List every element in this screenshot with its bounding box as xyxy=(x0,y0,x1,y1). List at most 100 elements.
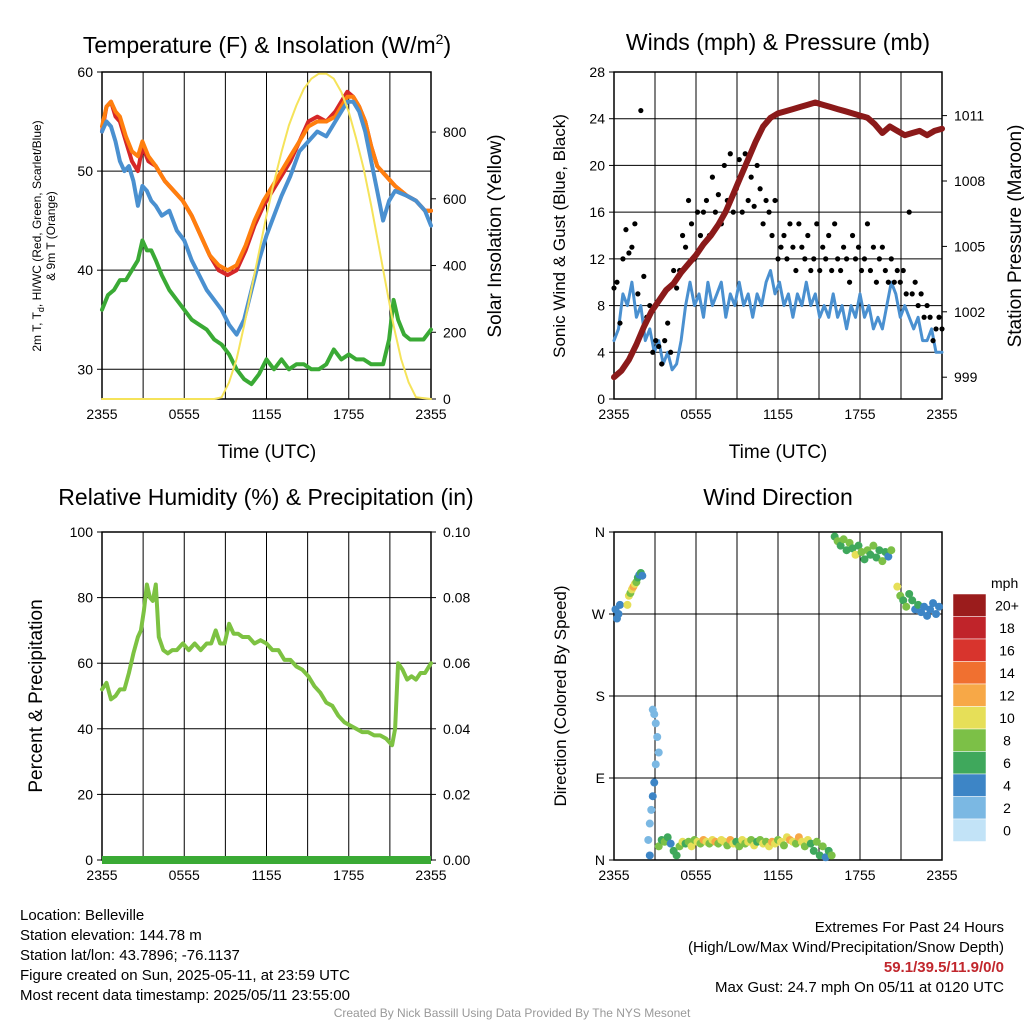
legend-label: 20+ xyxy=(995,597,1019,613)
direction-point xyxy=(818,842,827,851)
legend-swatch xyxy=(952,638,987,662)
direction-point xyxy=(908,596,917,605)
direction-point xyxy=(650,778,659,787)
direction-point xyxy=(623,600,632,609)
credit-text: Created By Nick Bassill Using Data Provi… xyxy=(333,1006,691,1020)
gust-point xyxy=(790,244,796,250)
dewpoint-series xyxy=(100,238,433,387)
direction-point xyxy=(779,841,788,850)
legend-label: 6 xyxy=(1003,755,1011,771)
gust-point xyxy=(829,267,835,274)
gust-point xyxy=(629,244,635,250)
gust-point xyxy=(811,256,817,262)
legend-swatch xyxy=(952,593,987,617)
temperature-x-label: Time (UTC) xyxy=(218,442,317,463)
y-tick-label: 0 xyxy=(85,852,93,868)
x-tick-label: 1155 xyxy=(251,406,281,422)
direction-point xyxy=(932,610,941,618)
gust-point xyxy=(921,314,927,320)
x-tick-label: 2355 xyxy=(86,867,117,883)
gust-point xyxy=(903,291,909,297)
direction-point xyxy=(800,842,809,851)
legend-swatch xyxy=(952,796,987,820)
gust-point xyxy=(656,343,662,350)
extremes-info: Extremes For Past 24 Hours (High/Low/Max… xyxy=(688,918,1004,998)
x-tick-label: 2355 xyxy=(926,867,957,883)
gust-point xyxy=(763,197,769,204)
gust-point xyxy=(900,267,906,274)
y-tick-label: 24 xyxy=(589,111,605,127)
humidity-title: Relative Humidity (%) & Precipitation (i… xyxy=(58,484,473,510)
direction-point xyxy=(654,748,663,757)
y2-tick-label: 200 xyxy=(443,324,467,340)
legend-label: 14 xyxy=(999,665,1015,681)
y2-tick-label: 0 xyxy=(443,391,451,407)
x-tick-label: 1755 xyxy=(844,406,875,422)
direction-point xyxy=(644,835,653,844)
gust-point xyxy=(852,256,859,262)
direction-point xyxy=(650,710,659,719)
gust-point xyxy=(766,209,772,215)
temp-9m-series xyxy=(100,94,433,273)
gust-point xyxy=(659,361,665,367)
legend-swatch xyxy=(952,616,987,640)
x-tick-label: 2355 xyxy=(598,867,629,883)
gust-point xyxy=(841,244,847,250)
direction-point xyxy=(809,846,818,855)
legend-swatch xyxy=(952,706,987,730)
extremes-values: 59.1/39.5/11.9/0/0 xyxy=(883,959,1004,976)
direction-legend-title: mph xyxy=(991,575,1018,591)
gust-point xyxy=(909,291,915,297)
gust-point xyxy=(873,279,880,285)
gust-point xyxy=(787,221,793,227)
gust-point xyxy=(912,279,918,285)
y-tick-label: 80 xyxy=(77,590,93,606)
y-tick-label: N xyxy=(595,852,605,868)
extremes-subtitle: (High/Low/Max Wind/Precipitation/Snow De… xyxy=(688,939,1004,956)
gust-point xyxy=(906,209,912,215)
gust-point xyxy=(894,267,900,274)
gust-point xyxy=(632,221,638,227)
y-tick-label: E xyxy=(596,770,605,786)
gust-point xyxy=(700,209,707,215)
direction-point xyxy=(615,600,624,609)
direction-point xyxy=(836,541,845,550)
y2-tick-label: 999 xyxy=(954,369,978,385)
direction-point xyxy=(929,599,938,608)
gust-point xyxy=(626,250,632,256)
gust-point xyxy=(835,256,841,262)
x-tick-label: 0555 xyxy=(680,867,711,883)
gust-point xyxy=(674,285,680,291)
y-tick-label: 0 xyxy=(597,391,605,407)
y2-tick-label: 0.10 xyxy=(443,524,470,540)
y-tick-label: 8 xyxy=(597,298,605,314)
gust-point xyxy=(614,279,620,285)
gust-point xyxy=(715,192,721,198)
y-tick-label: 60 xyxy=(77,655,93,671)
direction-point xyxy=(645,851,654,860)
plot-frame xyxy=(613,71,943,400)
y-tick-label: S xyxy=(596,688,605,704)
gust-point xyxy=(936,314,942,320)
direction-point xyxy=(651,760,660,769)
direction-y-label: Direction (Colored By Speed) xyxy=(551,585,570,806)
direction-point xyxy=(935,602,944,611)
legend-swatch xyxy=(952,773,987,797)
direction-point xyxy=(878,557,887,566)
direction-point xyxy=(638,571,647,580)
gust-point xyxy=(685,197,692,204)
gust-point xyxy=(817,267,823,274)
insolation-series xyxy=(101,72,432,400)
direction-point xyxy=(905,589,914,598)
temperature-title: Temperature (F) & Insolation (W/m2) xyxy=(83,31,451,58)
y-tick-label: 16 xyxy=(589,204,605,220)
gust-point xyxy=(882,267,888,274)
y2-tick-label: 400 xyxy=(443,258,467,274)
gust-point xyxy=(623,227,629,233)
gust-point xyxy=(697,232,704,239)
direction-point xyxy=(827,851,836,860)
panel-0: 2355 0555 1155 1755 235530405060020040060080… xyxy=(77,64,466,422)
x-tick-label: 2355 xyxy=(926,406,957,422)
